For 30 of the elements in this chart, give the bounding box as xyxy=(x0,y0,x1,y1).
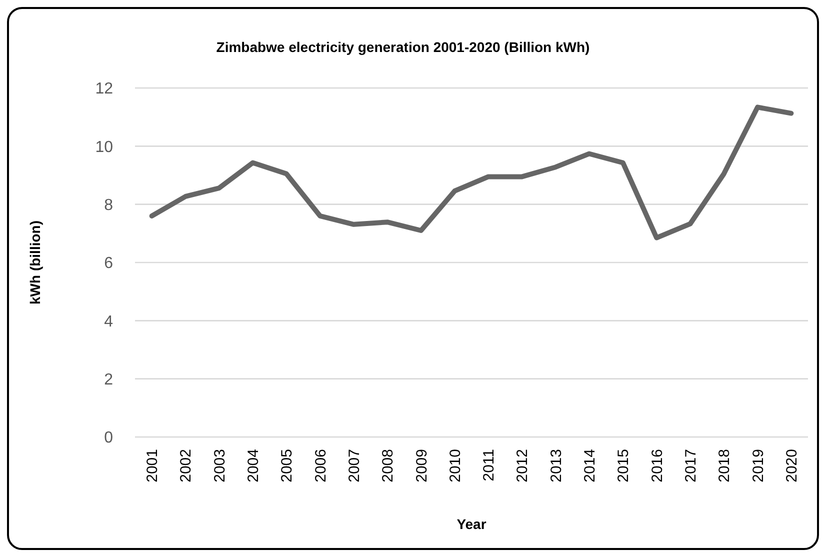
y-tick-label: 0 xyxy=(104,430,114,447)
x-tick-label: 2014 xyxy=(582,449,599,482)
y-tick-label: 6 xyxy=(104,255,114,272)
x-tick-label: 2005 xyxy=(278,449,296,482)
y-tick-label: 4 xyxy=(104,313,114,330)
x-tick-label: 2003 xyxy=(211,449,228,482)
x-tick-label: 2004 xyxy=(245,449,262,482)
x-tick-label: 2018 xyxy=(716,449,734,482)
x-tick-label: 2015 xyxy=(615,449,632,482)
x-tick-label: 2016 xyxy=(648,449,666,482)
x-tick-label: 2017 xyxy=(682,449,700,482)
x-tick-label: 2002 xyxy=(178,449,195,482)
x-tick-label: 2012 xyxy=(514,449,532,482)
x-axis-title: Year xyxy=(456,516,487,532)
x-tick-label: 2009 xyxy=(413,449,430,482)
x-tick-label: 2020 xyxy=(783,449,800,482)
x-tick-label: 2008 xyxy=(380,449,397,482)
x-tick-label: 2013 xyxy=(548,449,565,482)
x-tick-label: 2019 xyxy=(750,449,767,482)
y-tick-label: 12 xyxy=(95,80,114,98)
y-tick-label: 8 xyxy=(104,196,114,214)
x-tick-label: 2011 xyxy=(480,449,498,482)
x-tick-label: 2010 xyxy=(446,449,464,482)
y-tick-label: 2 xyxy=(104,371,114,388)
x-tick-label: 2001 xyxy=(144,449,162,482)
y-tick-label: 10 xyxy=(95,138,114,156)
chart-title: Zimbabwe electricity generation 2001-2020 (Billion kWh) xyxy=(216,39,590,55)
x-tick-label: 2006 xyxy=(312,449,330,482)
x-tick-label: 2007 xyxy=(346,449,363,482)
y-axis-title: kWh (billion) xyxy=(27,220,43,304)
